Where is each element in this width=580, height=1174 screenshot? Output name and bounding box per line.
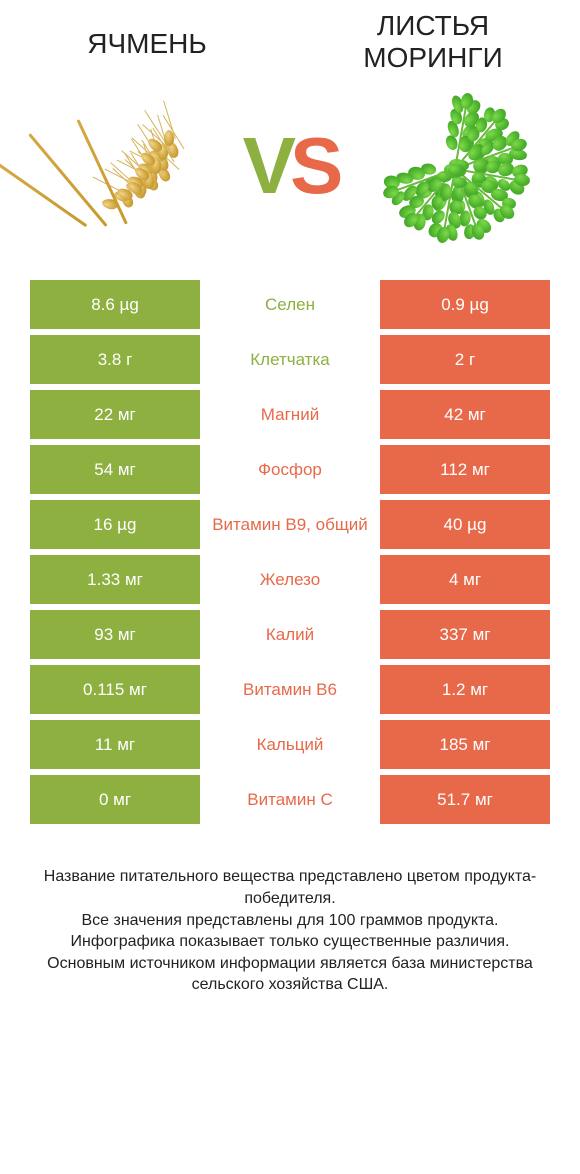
nutrient-name: Кальций	[200, 720, 380, 769]
infographic-container: ЯЧМЕНЬ ЛИСТЬЯ МОРИНГИ VS 8.6 µgСелен0.9 …	[0, 0, 580, 1016]
left-value: 93 мг	[30, 610, 200, 659]
vs-letter-v: V	[243, 126, 290, 206]
left-value: 1.33 мг	[30, 555, 200, 604]
right-value: 51.7 мг	[380, 775, 550, 824]
left-value: 54 мг	[30, 445, 200, 494]
right-value: 4 мг	[380, 555, 550, 604]
nutrient-name: Фосфор	[200, 445, 380, 494]
table-row: 16 µgВитамин B9, общий40 µg	[30, 500, 550, 549]
left-value: 11 мг	[30, 720, 200, 769]
table-row: 22 мгМагний42 мг	[30, 390, 550, 439]
table-row: 1.33 мгЖелезо4 мг	[30, 555, 550, 604]
left-value: 0 мг	[30, 775, 200, 824]
nutrient-name: Клетчатка	[200, 335, 380, 384]
nutrient-name: Витамин B6	[200, 665, 380, 714]
vs-letter-s: S	[290, 126, 337, 206]
table-row: 8.6 µgСелен0.9 µg	[30, 280, 550, 329]
table-row: 11 мгКальций185 мг	[30, 720, 550, 769]
right-value: 1.2 мг	[380, 665, 550, 714]
table-row: 3.8 гКлетчатка2 г	[30, 335, 550, 384]
left-value: 22 мг	[30, 390, 200, 439]
moringa-icon	[360, 86, 550, 246]
right-value: 42 мг	[380, 390, 550, 439]
footer-line-4: Основным источником информации является …	[36, 953, 544, 996]
vs-label: VS	[243, 126, 338, 206]
nutrient-name: Селен	[200, 280, 380, 329]
nutrient-name: Магний	[200, 390, 380, 439]
right-value: 2 г	[380, 335, 550, 384]
nutrient-name: Витамин C	[200, 775, 380, 824]
comparison-table: 8.6 µgСелен0.9 µg 3.8 гКлетчатка2 г 22 мгМ…	[30, 280, 550, 824]
right-value: 337 мг	[380, 610, 550, 659]
left-product-title: ЯЧМЕНЬ	[30, 10, 264, 60]
footer-line-2: Все значения представлены для 100 граммо…	[36, 910, 544, 932]
nutrient-name: Витамин B9, общий	[200, 500, 380, 549]
right-value: 185 мг	[380, 720, 550, 769]
right-value: 40 µg	[380, 500, 550, 549]
right-product-title: ЛИСТЬЯ МОРИНГИ	[316, 10, 550, 74]
nutrient-name: Железо	[200, 555, 380, 604]
right-value: 0.9 µg	[380, 280, 550, 329]
footer-line-1: Название питательного вещества представл…	[36, 866, 544, 909]
left-value: 8.6 µg	[30, 280, 200, 329]
nutrient-name: Калий	[200, 610, 380, 659]
right-value: 112 мг	[380, 445, 550, 494]
footer-line-3: Инфографика показывает только существенн…	[36, 931, 544, 953]
footer-notes: Название питательного вещества представл…	[30, 866, 550, 996]
barley-icon	[30, 86, 220, 246]
left-value: 16 µg	[30, 500, 200, 549]
table-row: 54 мгФосфор112 мг	[30, 445, 550, 494]
table-row: 93 мгКалий337 мг	[30, 610, 550, 659]
table-row: 0.115 мгВитамин B61.2 мг	[30, 665, 550, 714]
table-row: 0 мгВитамин C51.7 мг	[30, 775, 550, 824]
left-value: 0.115 мг	[30, 665, 200, 714]
hero-row: VS	[30, 86, 550, 246]
header: ЯЧМЕНЬ ЛИСТЬЯ МОРИНГИ	[30, 10, 550, 74]
left-value: 3.8 г	[30, 335, 200, 384]
